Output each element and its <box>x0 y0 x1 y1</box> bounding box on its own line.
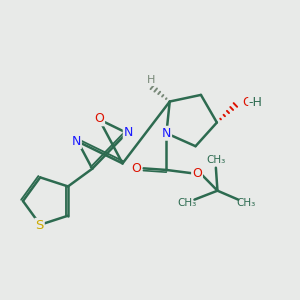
Text: H: H <box>146 75 155 85</box>
Text: O: O <box>243 96 252 109</box>
Text: N: N <box>124 126 133 140</box>
Text: O: O <box>192 167 202 180</box>
Text: O: O <box>131 162 141 175</box>
Text: CH₃: CH₃ <box>236 198 255 208</box>
Text: -H: -H <box>249 96 263 109</box>
Text: CH₃: CH₃ <box>178 198 197 208</box>
Text: N: N <box>162 127 171 140</box>
Text: CH₃: CH₃ <box>206 155 226 165</box>
Text: O: O <box>94 112 104 125</box>
Text: S: S <box>35 219 44 232</box>
Text: N: N <box>71 135 81 148</box>
